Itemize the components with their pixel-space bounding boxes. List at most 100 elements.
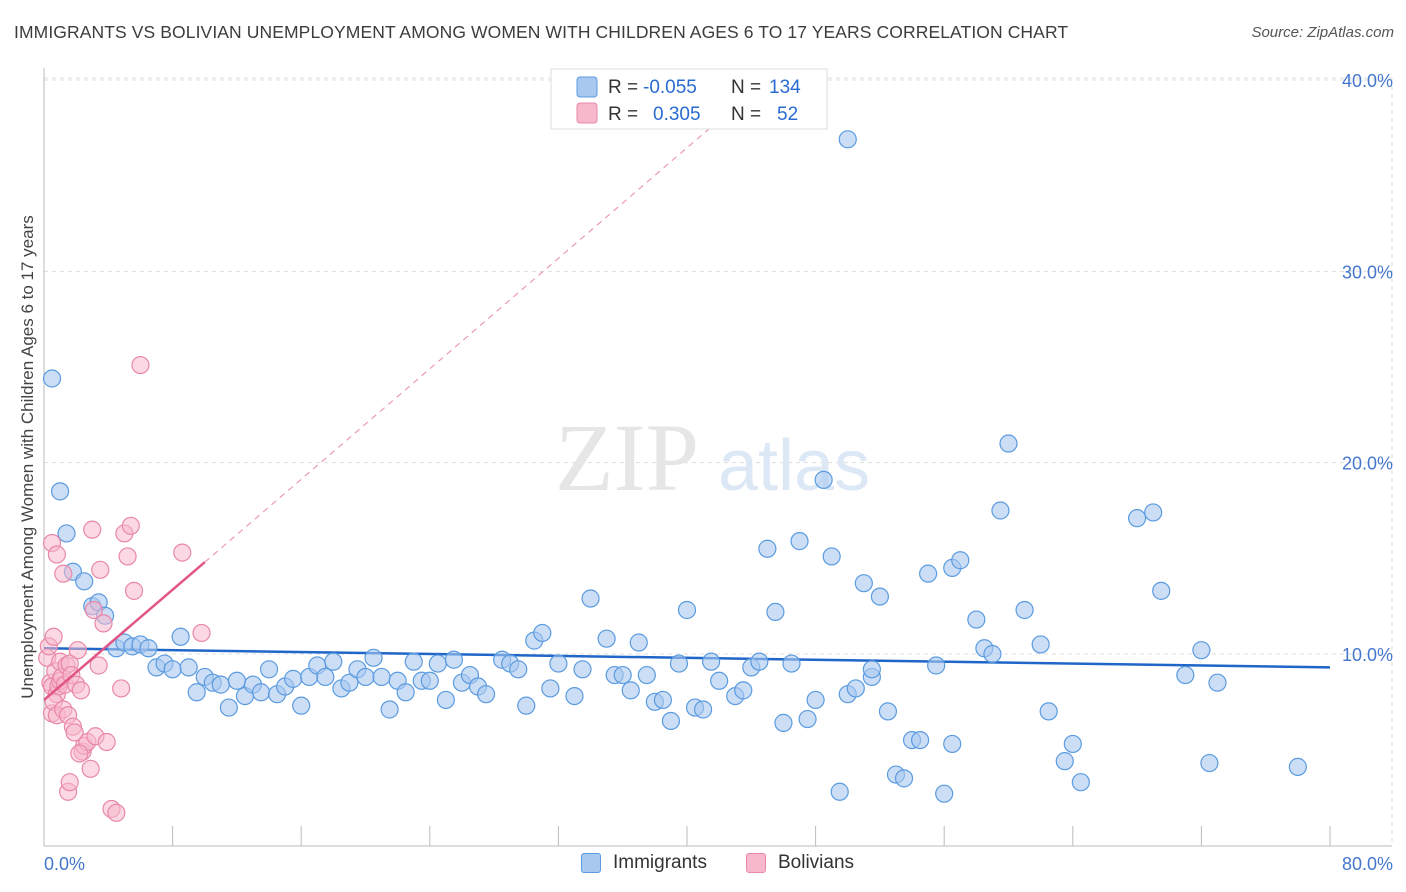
immigrant-point xyxy=(782,654,801,673)
legend-item-immigrants[interactable]: Immigrants xyxy=(581,852,707,874)
watermark-zip: ZIP xyxy=(555,404,699,511)
immigrant-point xyxy=(50,482,70,501)
immigrant-point xyxy=(927,656,946,675)
immigrant-point xyxy=(943,734,962,754)
legend-item-bolivians[interactable]: Bolivians xyxy=(746,852,854,874)
bolivian-point xyxy=(131,355,150,375)
stats-r-value-1: -0.055 xyxy=(643,77,697,98)
immigrant-point xyxy=(774,713,793,732)
immigrant-point xyxy=(179,658,198,677)
immigrant-point xyxy=(1192,641,1211,660)
immigrant-point xyxy=(637,665,656,685)
bolivians-trend-extension xyxy=(204,119,720,563)
immigrant-point xyxy=(340,673,359,692)
bolivian-point xyxy=(118,547,137,566)
bolivian-point xyxy=(91,560,110,579)
bolivian-point xyxy=(54,564,73,583)
immigrant-point xyxy=(219,698,238,717)
immigrant-point xyxy=(629,633,648,652)
immigrant-point xyxy=(517,696,536,715)
immigrant-point xyxy=(549,654,568,673)
immigrant-point xyxy=(1071,773,1090,792)
immigrant-point xyxy=(324,652,343,671)
immigrant-point xyxy=(669,654,689,673)
immigrant-point xyxy=(436,690,455,710)
immigrant-point xyxy=(42,369,62,388)
immigrant-point xyxy=(420,671,439,690)
watermark: ZIP atlas xyxy=(555,404,870,511)
immigrant-point xyxy=(565,686,584,706)
bolivian-point xyxy=(107,803,126,822)
bolivian-point xyxy=(60,773,79,792)
bolivian-point xyxy=(65,723,84,742)
gridlines xyxy=(44,77,1393,846)
chart-title: IMMIGRANTS VS BOLIVIAN UNEMPLOYMENT AMON… xyxy=(14,22,1069,42)
immigrant-point xyxy=(854,574,873,593)
immigrant-point xyxy=(581,589,600,608)
immigrant-point xyxy=(734,681,753,700)
immigrant-point xyxy=(983,644,1002,664)
immigrant-point xyxy=(476,685,496,704)
immigrant-point xyxy=(211,675,230,694)
bolivians-trend-line xyxy=(43,561,206,701)
immigrant-point xyxy=(613,665,632,685)
bolivian-point xyxy=(112,679,131,698)
immigrant-point xyxy=(677,600,697,620)
y-tick-label: 40.0% xyxy=(1342,71,1393,91)
immigrant-point xyxy=(396,683,415,702)
immigrant-point xyxy=(758,539,777,558)
immigrant-point xyxy=(316,667,335,687)
immigrant-point xyxy=(372,667,391,687)
y-axis-label: Unemployment Among Women with Children A… xyxy=(18,215,37,699)
bolivians-points xyxy=(38,355,211,822)
immigrant-point xyxy=(806,690,825,710)
bolivian-point xyxy=(83,520,102,539)
immigrant-point xyxy=(710,671,729,690)
immigrant-point xyxy=(1152,581,1171,600)
y-tick-label: 20.0% xyxy=(1342,454,1393,474)
bolivian-point xyxy=(70,744,89,763)
immigrant-point xyxy=(814,470,833,489)
immigrant-point xyxy=(790,532,809,551)
source-label: Source: ZipAtlas.com xyxy=(1251,24,1394,41)
immigrant-point xyxy=(251,683,271,702)
bolivian-point xyxy=(84,600,103,620)
immigrant-point xyxy=(870,587,890,606)
immigrant-point xyxy=(766,602,785,622)
bolivian-point xyxy=(47,545,66,564)
immigrant-point xyxy=(541,679,560,698)
bolivian-point xyxy=(124,581,144,600)
stats-n-value-2: 52 xyxy=(777,104,798,125)
immigrant-point xyxy=(1039,702,1058,721)
immigrant-point xyxy=(1055,752,1074,771)
immigrant-point xyxy=(1288,757,1307,776)
x-tick-label-max: 80.0% xyxy=(1342,854,1393,874)
immigrant-point xyxy=(702,652,721,671)
immigrant-point xyxy=(187,683,206,702)
stats-swatch-bolivians xyxy=(576,102,598,124)
immigrant-point xyxy=(935,784,954,803)
immigrant-point xyxy=(163,660,182,679)
legend-swatch-bolivians xyxy=(746,853,766,873)
stats-box: R = -0.055 N = 134 R = 0.305 N = 52 xyxy=(550,68,828,130)
immigrant-point xyxy=(364,648,383,667)
immigrant-point xyxy=(967,610,986,629)
bolivian-point xyxy=(89,656,108,675)
immigrant-point xyxy=(444,650,464,669)
y-tick-label: 30.0% xyxy=(1342,262,1393,282)
x-tick-label-min: 0.0% xyxy=(44,854,85,874)
immigrant-point xyxy=(838,130,857,149)
immigrants-trend-line xyxy=(43,647,1331,669)
stats-n-value-1: 134 xyxy=(769,77,801,98)
bolivian-point xyxy=(94,614,113,633)
immigrant-point xyxy=(910,730,930,750)
legend-label-bolivians: Bolivians xyxy=(778,852,855,873)
immigrant-point xyxy=(356,667,375,687)
bolivian-point xyxy=(71,681,91,700)
y-tick-label: 10.0% xyxy=(1342,645,1393,665)
immigrant-point xyxy=(597,629,616,648)
immigrant-point xyxy=(259,660,279,679)
immigrant-point xyxy=(919,564,938,583)
immigrant-point xyxy=(533,623,552,643)
